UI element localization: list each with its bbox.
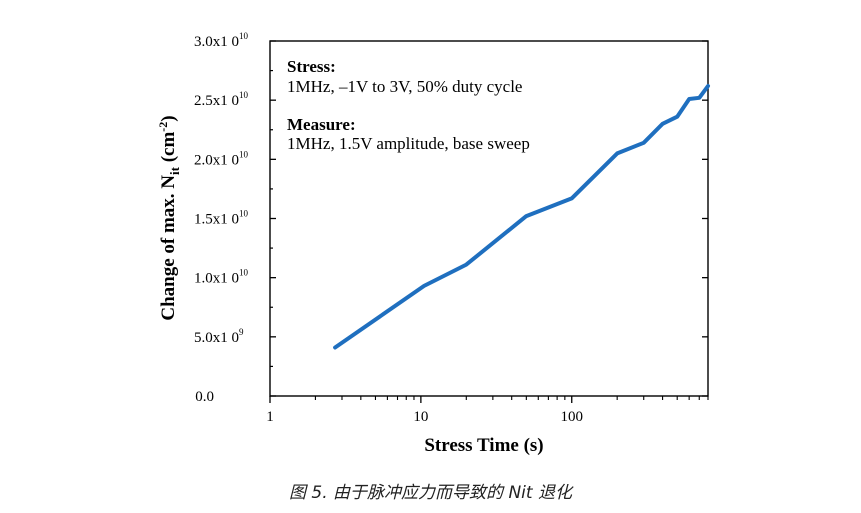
- annotation-stress-text: 1MHz, –1V to 3V, 50% duty cycle: [287, 77, 522, 96]
- nit-chart: 0.0 5.0x1 09 1.0x1 010 1.5x1 010 2.0x1 010 2.…: [156, 31, 710, 456]
- y-tick-label: 2.0x1 010: [194, 149, 249, 168]
- figure-caption: 图 5. 由于脉冲应力而导致的 Nit 退化: [289, 483, 572, 503]
- y-tick-label: 1.5x1 010: [194, 209, 249, 228]
- series-line-nit: [333, 84, 710, 350]
- y-tick-label: 5.0x1 09: [194, 327, 244, 346]
- y-tick-label: 2.5x1 010: [194, 90, 249, 109]
- y-ticks: 0.0 5.0x1 09 1.0x1 010 1.5x1 010 2.0x1 010 2.…: [194, 31, 708, 405]
- y-axis-title: Change of max. Nit (cm-2): [156, 115, 182, 320]
- y-tick-label: 3.0x1 010: [194, 31, 249, 50]
- x-tick-label: 100: [560, 409, 583, 425]
- y-tick-label: 0.0: [195, 389, 214, 405]
- y-tick-label: 1.0x1 010: [194, 268, 249, 287]
- annotation-stress-title: Stress:: [287, 57, 336, 76]
- annotation-measure-text: 1MHz, 1.5V amplitude, base sweep: [287, 134, 530, 153]
- x-tick-label: 10: [413, 409, 428, 425]
- annotation-measure-title: Measure:: [287, 115, 356, 134]
- x-tick-label: 1: [266, 409, 274, 425]
- x-ticks: 1 10 100: [266, 396, 709, 425]
- x-axis-title: Stress Time (s): [424, 435, 543, 456]
